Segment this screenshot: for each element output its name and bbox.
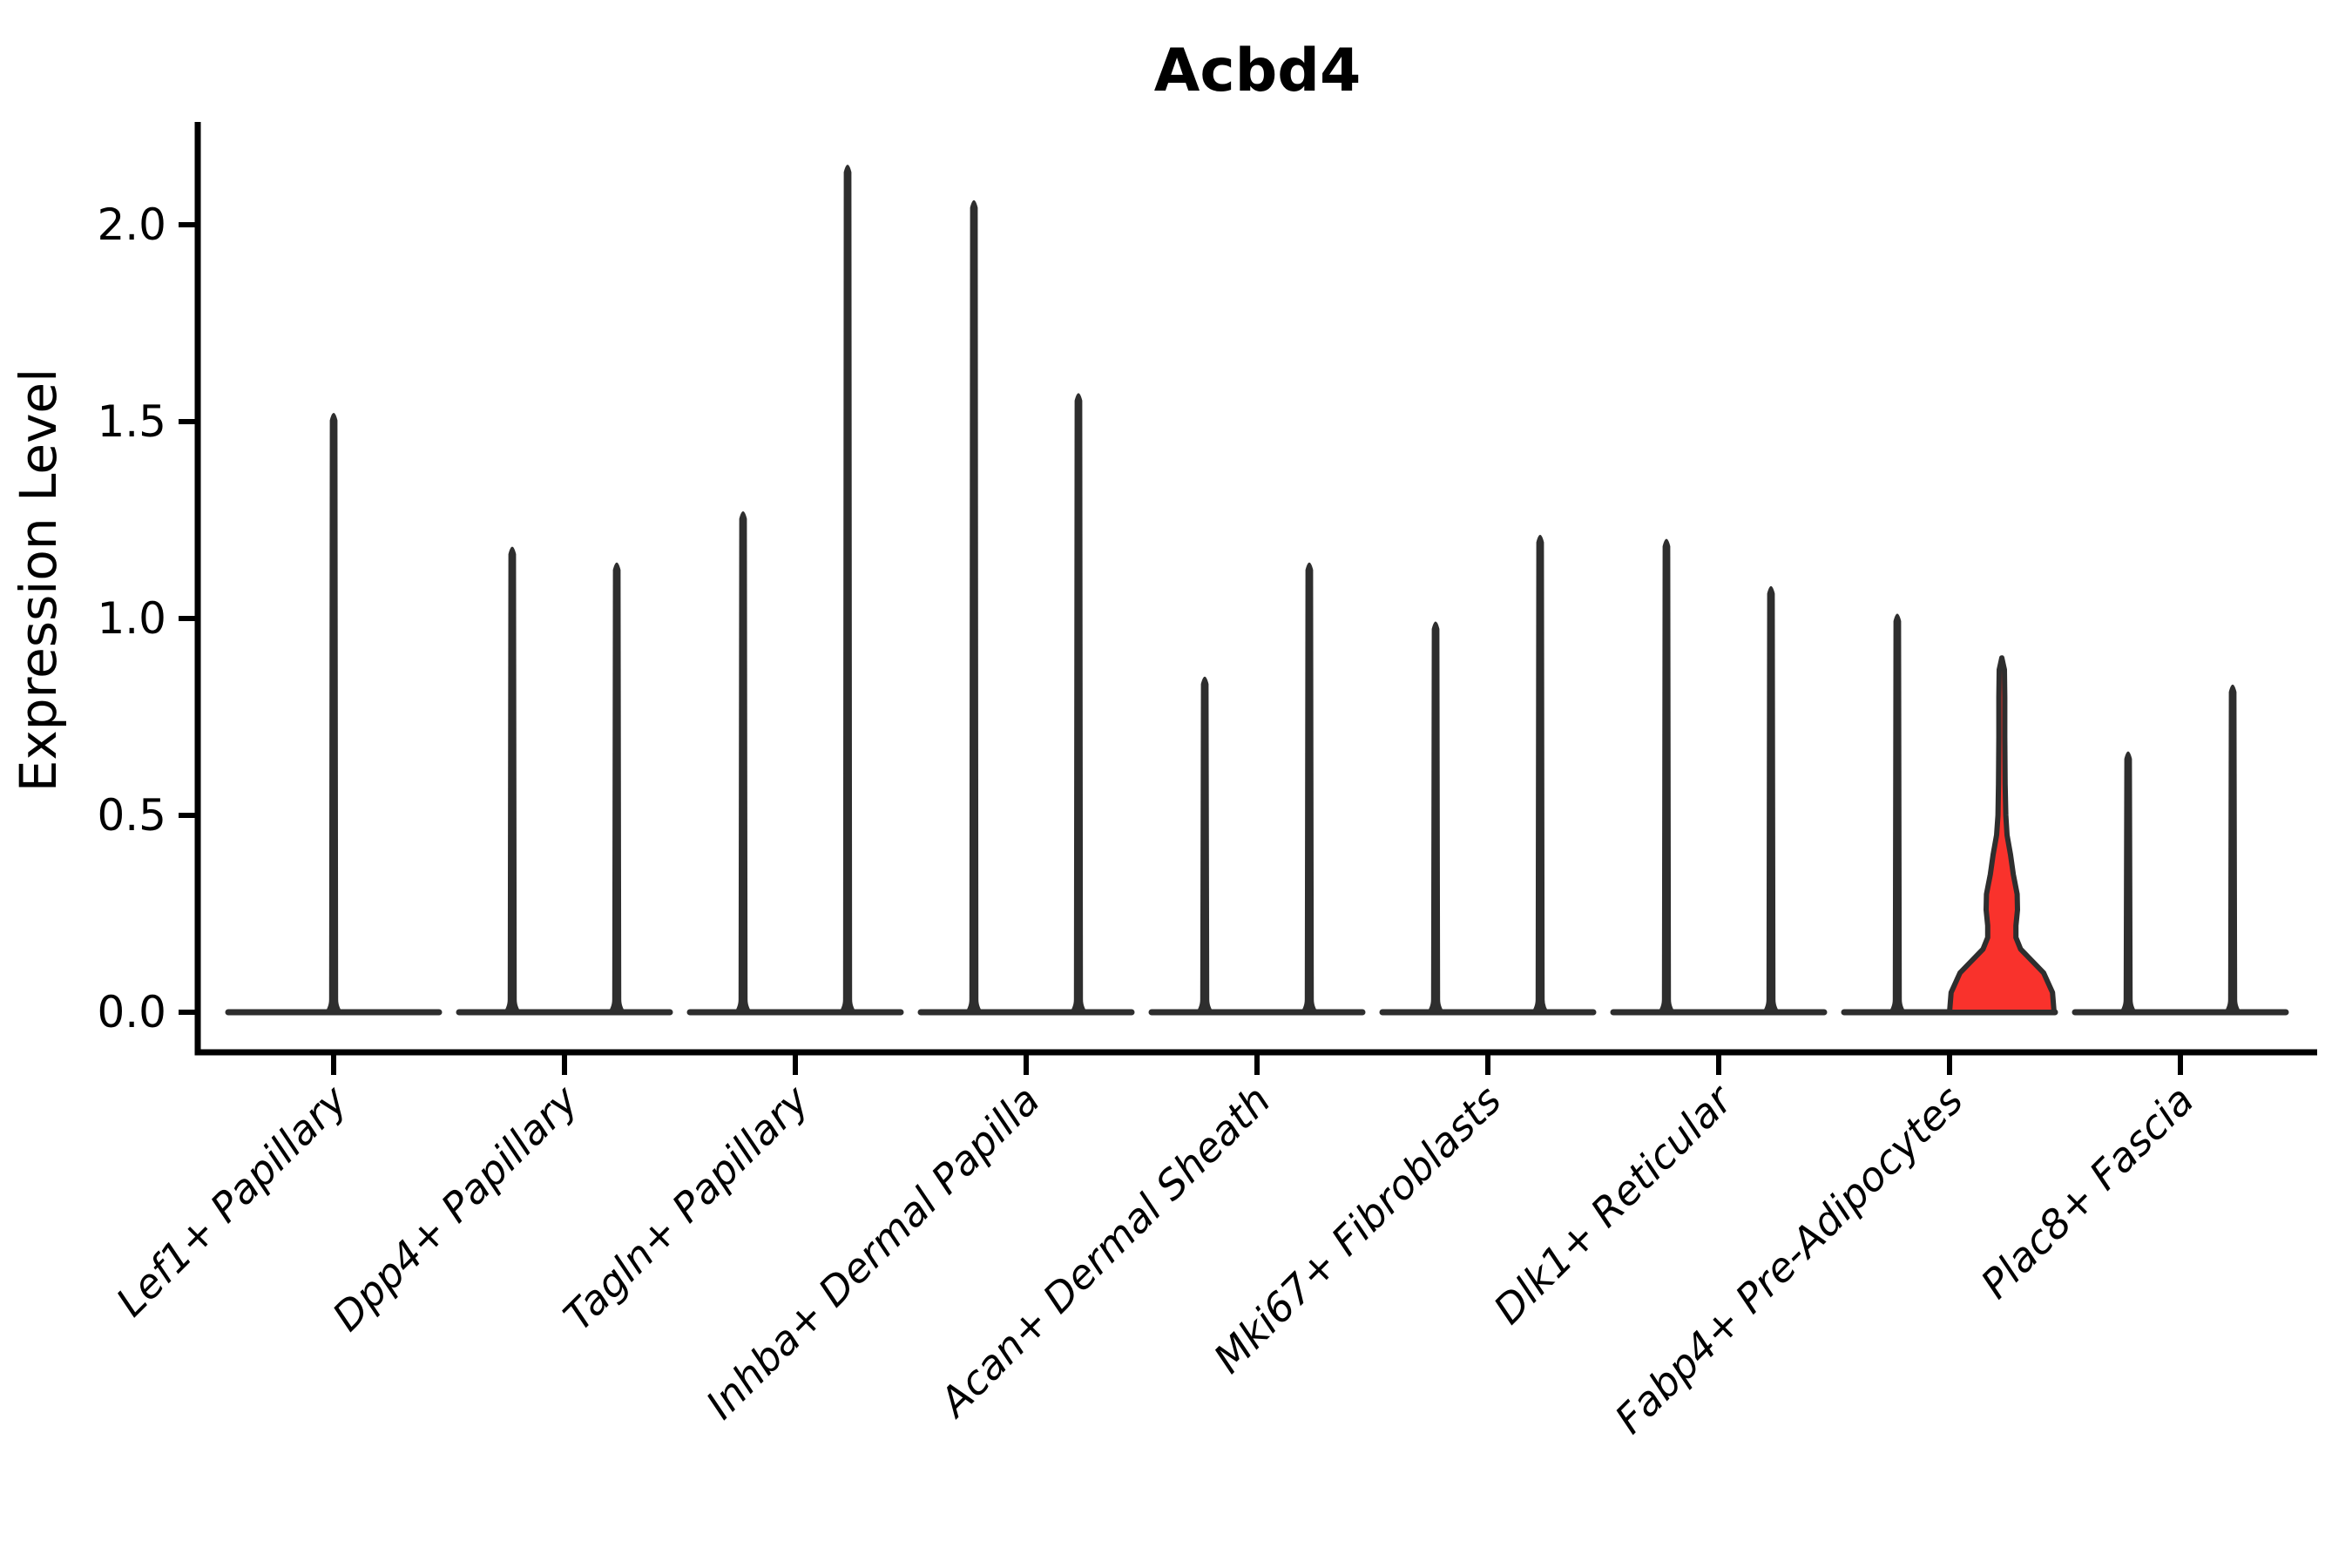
x-tick-label: Dpp4+ Papillary (323, 1076, 587, 1340)
violin-highlighted (1947, 655, 2057, 1015)
violin-bodies (225, 165, 2289, 1016)
violin-spike (2117, 751, 2139, 1016)
violin-spike (836, 165, 859, 1016)
violin-spike (1529, 535, 1551, 1016)
violin-spike (2221, 684, 2244, 1016)
x-tick-label: Tagln+ Papillary (554, 1076, 818, 1340)
y-tick-label: 0.0 (97, 987, 166, 1037)
violin-spike (1886, 613, 1909, 1016)
violin-spike (1298, 562, 1321, 1016)
violin-spike (1067, 393, 1090, 1016)
y-tick-label: 0.5 (97, 790, 166, 841)
violin-spike (1424, 621, 1447, 1016)
violin-spike (1193, 676, 1216, 1016)
violin-spike (963, 199, 985, 1016)
y-tick-label: 1.5 (97, 396, 166, 447)
violin-spike (605, 562, 628, 1016)
y-tick-label: 1.0 (97, 593, 166, 644)
x-axis-ticks (331, 1052, 2183, 1075)
x-tick-label: Dlk1+ Reticular (1484, 1074, 1743, 1333)
violin-spike (501, 546, 524, 1016)
violin-spike (322, 412, 345, 1016)
violin-spike (1655, 538, 1678, 1016)
violin-spike (732, 510, 754, 1016)
y-tick-label: 2.0 (97, 199, 166, 250)
violin-spike (1760, 585, 1782, 1016)
y-axis-ticks: 0.0 0.5 1.0 1.5 2.0 (97, 199, 198, 1037)
chart-title: Acbd4 (1154, 37, 1362, 105)
y-axis-title: Expression Level (9, 368, 68, 792)
x-tick-label: Plac8+ Fascia (1971, 1077, 2202, 1308)
x-tick-label: Lef1+ Papillary (107, 1076, 356, 1325)
